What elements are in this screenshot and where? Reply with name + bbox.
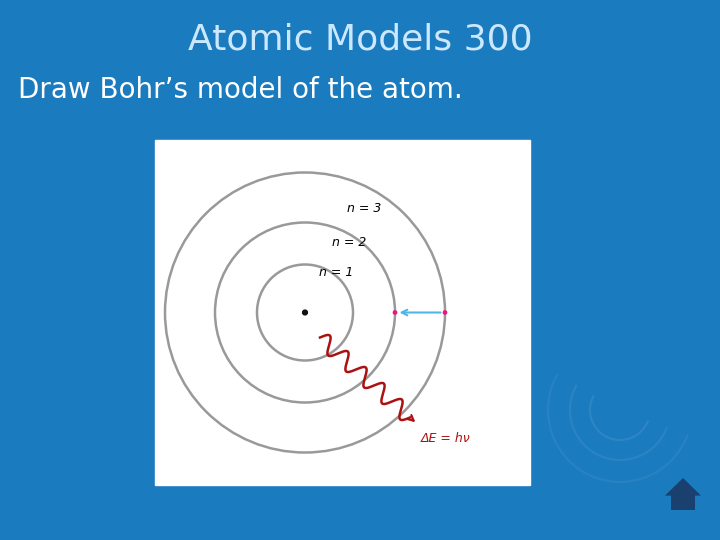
Text: Atomic Models 300: Atomic Models 300 xyxy=(188,23,532,57)
Circle shape xyxy=(302,310,307,315)
Text: n = 2: n = 2 xyxy=(332,237,366,249)
Bar xyxy=(155,140,530,485)
Text: n = 1: n = 1 xyxy=(320,266,354,279)
Polygon shape xyxy=(665,478,701,496)
Circle shape xyxy=(393,311,397,314)
Text: Draw Bohr’s model of the atom.: Draw Bohr’s model of the atom. xyxy=(18,76,463,104)
Bar xyxy=(672,495,695,510)
Text: ΔE = hν: ΔE = hν xyxy=(420,432,470,445)
Circle shape xyxy=(444,311,446,314)
Text: n = 3: n = 3 xyxy=(347,201,382,214)
